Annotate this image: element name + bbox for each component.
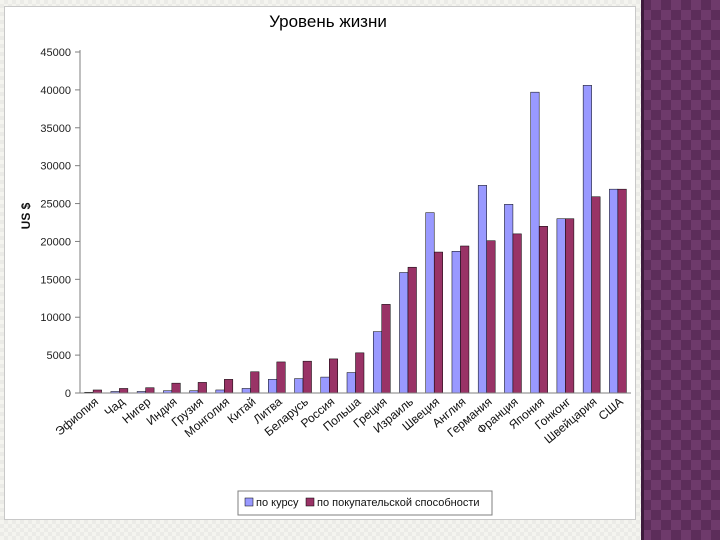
bar-series-0-13 (425, 212, 435, 394)
bar-series-1-10 (355, 352, 365, 394)
bar-series-1-2 (145, 387, 155, 394)
bar-series-0-7 (268, 379, 278, 394)
bar-series-0-11 (372, 331, 382, 394)
y-tick-label: 30000 (40, 161, 71, 173)
x-category-label: США (596, 395, 626, 424)
y-tick-label: 40000 (40, 85, 71, 97)
bar-series-0-19 (582, 85, 592, 394)
bar-series-1-14 (460, 245, 470, 394)
bar-series-1-17 (538, 226, 548, 394)
bar-series-1-19 (591, 196, 601, 394)
bar-series-0-10 (346, 372, 356, 394)
legend: по курсу по покупательской способности (237, 490, 493, 516)
bar-series-0-18 (556, 218, 566, 394)
legend-label-series-1: по покупательской способности (317, 497, 480, 509)
bar-series-1-4 (197, 382, 207, 394)
y-tick-label: 35000 (40, 123, 71, 135)
x-category-label: Китай (225, 395, 259, 427)
bar-series-1-13 (433, 251, 443, 394)
legend-swatch-series-0 (244, 497, 254, 507)
bar-series-1-11 (381, 304, 391, 394)
bar-series-1-20 (617, 188, 627, 394)
bar-series-0-12 (399, 272, 409, 394)
bar-series-0-8 (294, 378, 304, 394)
bar-series-0-14 (451, 251, 461, 394)
y-tick-label: 0 (65, 388, 71, 400)
x-category-label: Эфиопия (53, 395, 102, 439)
bar-series-0-6 (241, 388, 251, 394)
bar-series-0-20 (609, 188, 619, 394)
bar-series-1-6 (250, 371, 260, 394)
y-tick-label: 10000 (40, 312, 71, 324)
bar-series-1-16 (512, 233, 522, 394)
legend-label-series-0: по курсу (256, 497, 299, 509)
bar-series-1-12 (407, 266, 417, 394)
bar-series-1-1 (119, 388, 129, 394)
bar-series-1-7 (276, 361, 286, 394)
chart-title: Уровень жизни (269, 12, 387, 31)
side-decor-panel (641, 0, 720, 540)
y-tick-label: 15000 (40, 274, 71, 286)
bar-series-0-16 (504, 204, 514, 394)
bar-series-1-8 (302, 360, 312, 394)
y-axis-label: US $ (19, 202, 33, 229)
bar-series-0-9 (320, 376, 330, 394)
bar-series-1-15 (486, 240, 496, 394)
bar-series-1-3 (171, 382, 181, 394)
bar-series-0-17 (530, 91, 540, 394)
y-tick-label: 20000 (40, 236, 71, 248)
y-tick-label: 5000 (47, 350, 71, 362)
y-tick-label: 25000 (40, 199, 71, 211)
y-tick-label: 45000 (40, 47, 71, 59)
bar-series-1-18 (565, 218, 575, 394)
bar-series-1-5 (224, 379, 234, 394)
legend-swatch-series-1 (305, 497, 315, 507)
bar-series-1-9 (329, 358, 339, 394)
bar-series-0-15 (477, 185, 487, 394)
